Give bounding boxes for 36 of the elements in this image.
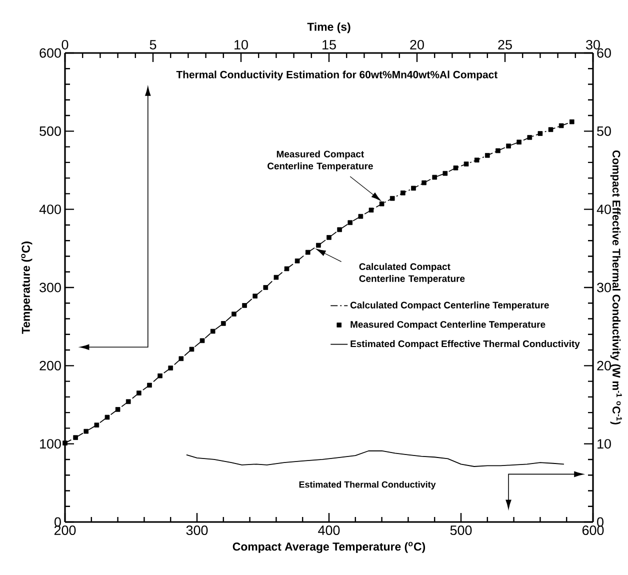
- x-axis-title: Compact Average Temperature ($^{o}$C): [232, 542, 426, 553]
- y2-tick-label: 60: [597, 48, 611, 58]
- x2-tick-label: 10: [234, 40, 248, 50]
- annotation: Measured Compact Centerline Temperature: [268, 150, 373, 172]
- y2-tick-label: 50: [597, 126, 611, 136]
- x-tick-label: 200: [54, 526, 76, 536]
- y2-tick-label: 20: [597, 360, 611, 370]
- legend-label: Calculated Compact Centerline Temperature: [350, 302, 549, 310]
- y-axis-title: Temperature ($^{o}$C): [21, 242, 32, 334]
- y-tick-label: 600: [40, 48, 61, 58]
- x-tick-label: 300: [186, 526, 208, 536]
- x2-tick-label: 15: [322, 40, 336, 50]
- annotation: Estimated Thermal Conductivity: [299, 481, 436, 490]
- y-tick-label: 500: [40, 126, 61, 136]
- legend-label: Measured Compact Centerline Temperature: [350, 320, 546, 330]
- text: Thermal Conductivity Estimation for 60wt%Mn40wt%Al Compact: [176, 70, 498, 80]
- y-tick-label: 100: [40, 439, 61, 449]
- x-tick-label: 400: [318, 526, 340, 536]
- x2-tick-label: 5: [150, 40, 156, 50]
- line-series: [186, 450, 564, 467]
- x2-tick-label: 20: [410, 40, 424, 50]
- y-tick-label: 300: [40, 282, 61, 292]
- x2-tick-label: 30: [586, 40, 600, 50]
- y2-tick-label: 10: [598, 439, 611, 449]
- y-tick-label: 400: [39, 204, 61, 214]
- y-tick-label: 200: [40, 360, 61, 370]
- x-tick-label: 500: [450, 526, 472, 536]
- x2-axis-title: Time (s): [307, 22, 350, 34]
- x2-tick-label: 0: [62, 40, 68, 50]
- y2-axis-title: Compact Effective Thermal Conductivity (W m$^{-1 o}$C$^{-1}$): [610, 150, 622, 424]
- y2-tick-label: 30: [597, 282, 611, 292]
- x2-tick-label: 25: [498, 40, 512, 50]
- annotation: Calculated Compact Centerline Temperature: [359, 263, 465, 284]
- x-tick-label: 600: [582, 526, 604, 536]
- y2-tick-label: 40: [596, 204, 611, 214]
- legend-label: Estimated Compact Effective Thermal Conductivity: [350, 340, 580, 350]
